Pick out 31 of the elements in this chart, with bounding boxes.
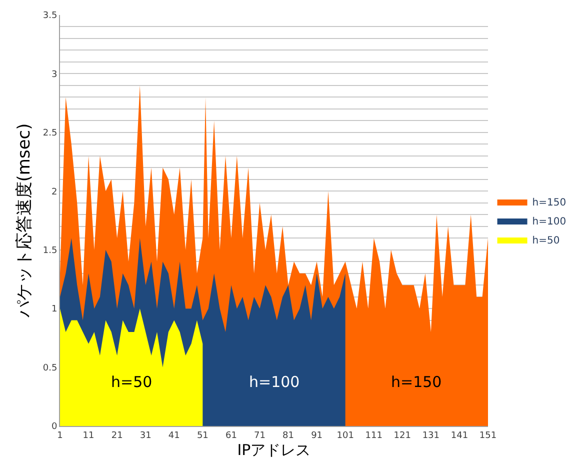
x-tick-label: 121	[394, 430, 411, 441]
x-tick-label: 71	[254, 430, 266, 441]
annotation: h=150	[391, 373, 442, 391]
x-tick-label: 91	[311, 430, 323, 441]
annotation: h=50	[111, 373, 152, 391]
x-tick-label: 11	[82, 430, 94, 441]
annotation: h=100	[249, 373, 300, 391]
y-tick-label: 2.5	[42, 128, 58, 139]
x-tick-label: 61	[225, 430, 237, 441]
legend-label: h=150	[532, 197, 566, 208]
x-tick-label: 51	[196, 430, 208, 441]
x-tick-label: 21	[111, 430, 123, 441]
x-tick-label: 41	[168, 430, 180, 441]
x-tick-label: 111	[365, 430, 382, 441]
y-tick-label: 0.5	[42, 363, 58, 374]
x-tick-label: 141	[450, 430, 468, 441]
legend-label: h=50	[532, 235, 560, 246]
x-tick-label: 81	[282, 430, 294, 441]
x-tick-label: 131	[422, 430, 440, 441]
y-tick-label: 2	[51, 187, 58, 198]
y-tick-label: 0	[51, 422, 58, 432]
y-tick-label: 1.5	[42, 246, 58, 256]
y-tick-label: 3	[51, 70, 58, 80]
x-tick-label: 101	[336, 430, 354, 441]
x-tick-label: 151	[479, 430, 497, 441]
x-tick-label: 31	[140, 430, 152, 441]
x-axis-title: IPアドレス	[237, 440, 311, 459]
y-axis-title: パケット応答速度(msec)	[14, 123, 34, 319]
y-tick-label: 3.5	[42, 11, 58, 22]
legend-label: h=100	[532, 216, 566, 228]
y-tick-label: 1	[51, 304, 58, 315]
